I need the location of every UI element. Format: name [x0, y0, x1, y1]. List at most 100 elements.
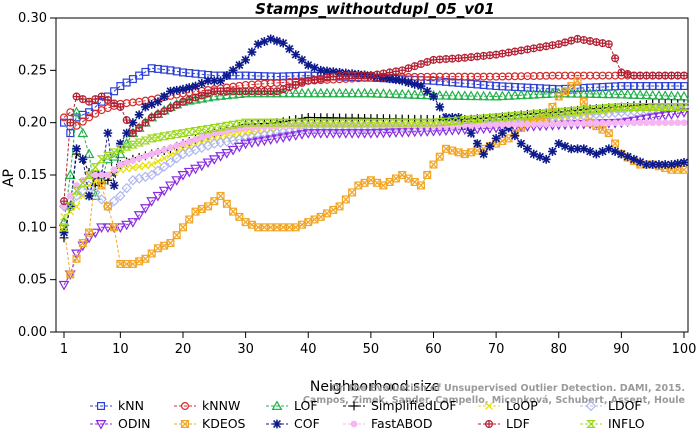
data-point — [171, 130, 182, 139]
data-point — [379, 121, 387, 129]
legend-label: INFLO — [608, 416, 645, 431]
data-point — [386, 121, 394, 129]
data-point — [611, 139, 620, 148]
data-point — [321, 87, 333, 98]
data-point — [640, 114, 652, 125]
data-point — [529, 149, 539, 159]
data-point — [73, 93, 80, 100]
data-point — [403, 118, 414, 127]
data-point — [191, 81, 200, 91]
data-point — [542, 42, 550, 50]
data-point — [666, 102, 677, 111]
data-point — [104, 202, 112, 211]
data-point — [159, 92, 169, 101]
data-point — [524, 120, 531, 128]
data-point — [492, 51, 500, 59]
data-point — [660, 102, 671, 111]
legend-label: LDF — [506, 416, 530, 431]
data-point — [315, 118, 326, 127]
data-point — [643, 119, 650, 127]
data-point — [611, 54, 619, 62]
data-point — [123, 159, 131, 166]
data-point — [160, 107, 168, 115]
data-point — [129, 163, 137, 172]
data-point — [604, 144, 614, 154]
y-tick-label: 0.25 — [18, 63, 47, 78]
data-point — [648, 160, 658, 169]
data-point — [90, 187, 101, 198]
data-point — [459, 116, 470, 125]
data-point — [292, 81, 300, 89]
data-point — [179, 223, 187, 232]
data-point — [265, 87, 277, 98]
legend-label: LDOF — [608, 398, 642, 413]
data-point — [290, 87, 302, 98]
data-point — [422, 86, 432, 96]
data-point — [116, 165, 125, 174]
data-point — [573, 76, 582, 85]
data-point — [185, 215, 194, 224]
data-point — [185, 215, 194, 224]
data-point — [605, 40, 613, 48]
data-point — [327, 129, 339, 139]
data-point — [547, 108, 558, 117]
data-point — [153, 133, 163, 142]
data-point — [471, 90, 483, 101]
data-point — [377, 88, 389, 98]
data-point — [390, 128, 402, 138]
watermark-line-2: On the Evaluation of Unsupervised Outlie… — [331, 383, 685, 394]
data-point — [516, 111, 527, 120]
data-point — [152, 191, 164, 202]
y-tick-label: 0.20 — [18, 116, 47, 131]
data-point — [679, 158, 689, 167]
data-point — [71, 249, 82, 260]
data-point — [423, 58, 431, 66]
data-point — [247, 118, 257, 127]
data-point — [574, 119, 581, 127]
data-point — [185, 138, 193, 145]
data-point — [104, 171, 112, 179]
data-point — [334, 118, 345, 127]
data-point — [135, 154, 143, 162]
data-point — [303, 60, 313, 70]
legend-marker — [271, 400, 283, 410]
data-point — [229, 207, 238, 216]
data-point — [515, 89, 527, 100]
data-point — [192, 94, 199, 101]
data-point — [277, 133, 289, 143]
data-point — [391, 75, 401, 85]
data-point — [134, 138, 145, 147]
data-point — [653, 112, 665, 123]
data-point — [441, 113, 451, 122]
data-point — [265, 135, 277, 146]
data-point — [580, 36, 588, 44]
legend-label: LOF — [294, 398, 318, 413]
data-point — [166, 86, 175, 96]
data-point — [530, 44, 538, 52]
data-point — [166, 239, 175, 248]
data-point — [240, 139, 252, 150]
data-point — [84, 171, 94, 179]
y-tick-label: 0.10 — [18, 220, 47, 235]
data-point — [403, 88, 414, 99]
data-point — [479, 149, 488, 159]
data-point — [298, 79, 306, 87]
data-point — [534, 88, 546, 99]
data-point — [549, 120, 556, 128]
data-point — [109, 148, 119, 157]
data-point — [258, 136, 270, 147]
data-point — [566, 144, 576, 154]
x-tick-label: 90 — [613, 342, 630, 357]
data-point — [373, 71, 381, 78]
data-point — [429, 160, 438, 169]
data-point — [223, 199, 231, 208]
data-point — [183, 167, 195, 178]
data-point — [352, 129, 364, 139]
data-point — [573, 144, 582, 154]
data-point — [166, 239, 175, 247]
data-point — [486, 51, 494, 59]
legend-item: LDOF — [580, 398, 642, 413]
data-point — [60, 213, 68, 221]
data-point — [311, 76, 318, 84]
data-point — [221, 121, 232, 130]
